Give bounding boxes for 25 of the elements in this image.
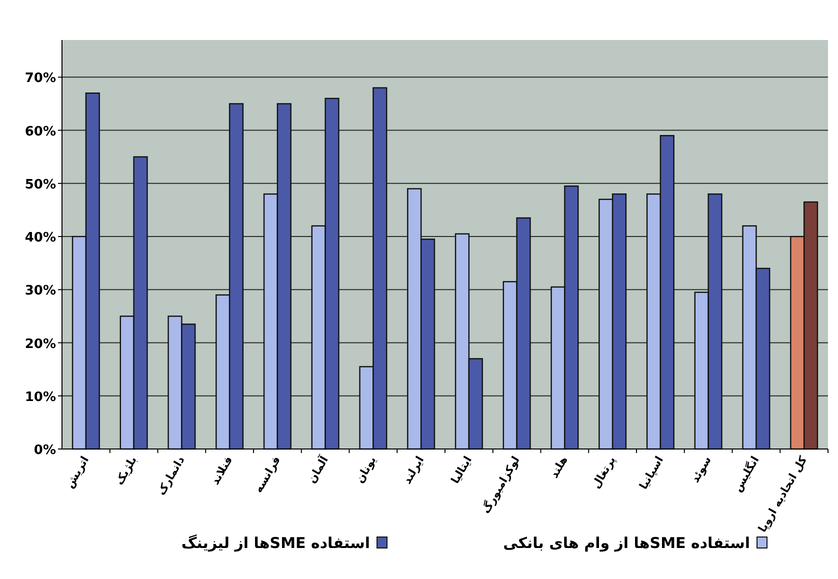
- x-tick-label: آلمان: [304, 453, 332, 486]
- y-tick-label: 60%: [24, 124, 56, 140]
- x-tick-label: ایرلند: [400, 454, 427, 486]
- x-tick-label: پرتغال: [589, 454, 618, 491]
- y-tick-label: 10%: [24, 390, 56, 405]
- legend-item: استفاده SMEها از وام های بانکی: [503, 534, 768, 552]
- x-tick-label: فرانسه: [252, 454, 284, 495]
- legend-item: استفاده SMEها از لیزینگ: [181, 534, 388, 552]
- x-tick-label: ایتالیا: [448, 454, 475, 486]
- x-tick-label: اتریش: [63, 454, 92, 490]
- y-tick-label: 50%: [24, 177, 56, 192]
- x-tick-label: انگلیس: [731, 454, 762, 494]
- x-tick-label: سوئد: [688, 454, 714, 485]
- x-tick-label: یونان: [353, 454, 379, 486]
- y-tick-label: 30%: [24, 284, 56, 299]
- x-tick-label: بلژیک: [112, 454, 140, 488]
- x-tick-label: هلند: [548, 454, 570, 480]
- x-tick-label: اسپانیا: [636, 454, 666, 492]
- x-tick-label: فنلاند: [208, 454, 236, 487]
- x-tick-label: لوکزامبورگ: [479, 454, 522, 516]
- y-tick-label: 40%: [24, 230, 56, 246]
- x-tick-label: دانمارک: [154, 454, 188, 498]
- y-tick-label: 70%: [24, 71, 56, 86]
- y-tick-label: 0%: [34, 443, 56, 458]
- y-tick-label: 20%: [24, 336, 56, 352]
